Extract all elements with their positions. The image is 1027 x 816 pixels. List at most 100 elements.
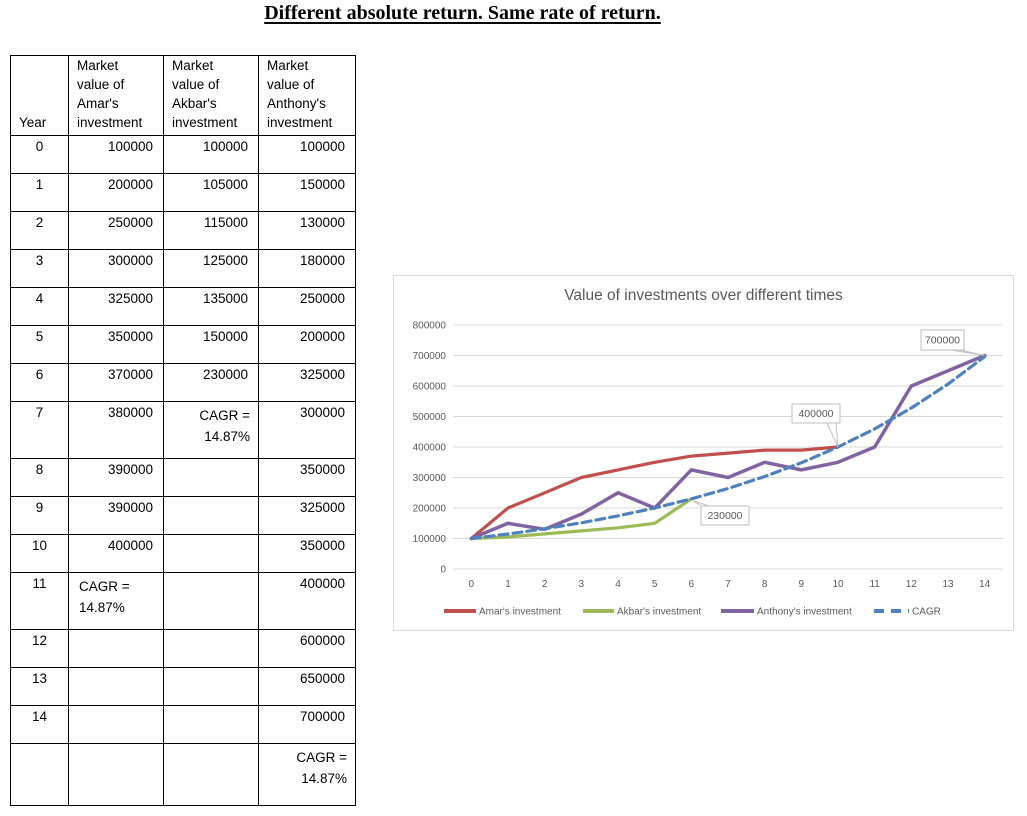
table-cell <box>163 458 259 497</box>
table-cell: 7 <box>10 401 69 459</box>
table-row: 4 325000 135000 250000 <box>10 287 356 326</box>
table-cell: 130000 <box>258 211 356 250</box>
table-cell: CAGR = 14.87% <box>68 572 164 630</box>
x-axis-label: 2 <box>542 579 548 590</box>
table-cell: 9 <box>10 496 69 535</box>
series-line-anthony <box>469 353 987 541</box>
table-row: 13 650000 <box>10 667 356 706</box>
table-cell <box>163 743 259 806</box>
series-line-cagr <box>469 354 987 541</box>
table-row: 12 600000 <box>10 629 356 668</box>
callout-leader <box>950 349 985 356</box>
table-row: 3 300000 125000 180000 <box>10 249 356 288</box>
table-header-cell: Year <box>10 55 69 136</box>
table-cell: 350000 <box>68 325 164 364</box>
table-cell: 180000 <box>258 249 356 288</box>
x-axis-label: 4 <box>615 579 621 590</box>
table-cell <box>68 667 164 706</box>
table-row: 8 390000 350000 <box>10 458 356 497</box>
table-cell: 300000 <box>68 249 164 288</box>
x-axis-label: 7 <box>725 579 731 590</box>
x-axis-label: 0 <box>469 579 475 590</box>
x-axis-label: 6 <box>689 579 695 590</box>
y-axis-label: 200000 <box>413 504 447 515</box>
table-header-cell: Market value of Amar's investment <box>68 55 164 136</box>
table-cell: 10 <box>10 534 69 573</box>
table-cell: 325000 <box>258 363 356 402</box>
y-axis-label: 0 <box>440 565 446 576</box>
series-line-akbar <box>469 497 693 541</box>
table-row: 0 100000 100000 100000 <box>10 135 356 174</box>
table-cell <box>10 743 69 806</box>
table-cell: 3 <box>10 249 69 288</box>
legend-label: Amar's investment <box>479 607 561 618</box>
table-cell: 200000 <box>258 325 356 364</box>
table-cell: 400000 <box>258 572 356 630</box>
chart: Value of investments over different time… <box>393 275 1014 631</box>
table-cell: 350000 <box>258 458 356 497</box>
table-cell: 650000 <box>258 667 356 706</box>
callout-label: 230000 <box>707 510 742 522</box>
table-cell <box>163 667 259 706</box>
y-axis-label: 100000 <box>413 534 447 545</box>
table-row: 9 390000 325000 <box>10 496 356 535</box>
callout-leader <box>826 422 839 448</box>
table-cell: 105000 <box>163 173 259 212</box>
table-cell: 115000 <box>163 211 259 250</box>
table-cell: 13 <box>10 667 69 706</box>
table-cell: 390000 <box>68 496 164 535</box>
y-axis-label: 600000 <box>413 382 447 393</box>
table-cell <box>163 534 259 573</box>
table-cell: 400000 <box>68 534 164 573</box>
table-cell <box>163 629 259 668</box>
page-title: Different absolute return. Same rate of … <box>264 2 661 24</box>
table-cell: 150000 <box>258 173 356 212</box>
table-cell: 390000 <box>68 458 164 497</box>
table-cell: 11 <box>10 572 69 630</box>
x-axis-label: 11 <box>869 579 880 590</box>
legend-label: Anthony's investment <box>757 607 852 618</box>
table-cell: 380000 <box>68 401 164 459</box>
table-cell: 700000 <box>258 705 356 744</box>
table-cell: 230000 <box>163 363 259 402</box>
callout-label: 700000 <box>925 335 960 347</box>
investment-table: Year Market value of Amar's investment Mar… <box>10 55 356 806</box>
table-row: CAGR = 14.87% <box>10 743 356 806</box>
table-header-row: Year Market value of Amar's investment Mar… <box>10 55 356 136</box>
y-axis-label: 400000 <box>413 443 447 454</box>
table-cell: 125000 <box>163 249 259 288</box>
table-cell: 135000 <box>163 287 259 326</box>
table-cell: 8 <box>10 458 69 497</box>
x-axis-label: 1 <box>505 579 511 590</box>
x-axis-label: 13 <box>942 579 954 590</box>
table-row: 7 380000 CAGR = 14.87% 300000 <box>10 401 356 459</box>
callout-label: 400000 <box>798 408 833 420</box>
legend-label: CAGR <box>912 607 941 618</box>
legend-label: Akbar's investment <box>617 607 701 618</box>
data-callout <box>791 403 841 424</box>
table-cell: 325000 <box>68 287 164 326</box>
table-cell: 14 <box>10 705 69 744</box>
table-cell: 0 <box>10 135 69 174</box>
y-axis-label: 500000 <box>413 412 447 423</box>
x-axis-label: 3 <box>579 579 585 590</box>
table-row: 14 700000 <box>10 705 356 744</box>
table-cell <box>163 572 259 630</box>
table-cell: 100000 <box>258 135 356 174</box>
table-row: 5 350000 150000 200000 <box>10 325 356 364</box>
table-cell: 370000 <box>68 363 164 402</box>
table-cell: 250000 <box>68 211 164 250</box>
table-row: 10 400000 350000 <box>10 534 356 573</box>
x-axis-label: 5 <box>652 579 658 590</box>
table-cell: 4 <box>10 287 69 326</box>
x-axis-label: 9 <box>799 579 805 590</box>
table-cell <box>163 705 259 744</box>
x-axis-label: 8 <box>762 579 768 590</box>
chart-title: Value of investments over different time… <box>564 287 843 304</box>
data-callout <box>920 329 965 351</box>
table-header-cell: Market value of Akbar's investment <box>163 55 259 136</box>
table-cell: 5 <box>10 325 69 364</box>
table-cell <box>68 629 164 668</box>
x-axis-label: 12 <box>906 579 918 590</box>
table-cell: 350000 <box>258 534 356 573</box>
